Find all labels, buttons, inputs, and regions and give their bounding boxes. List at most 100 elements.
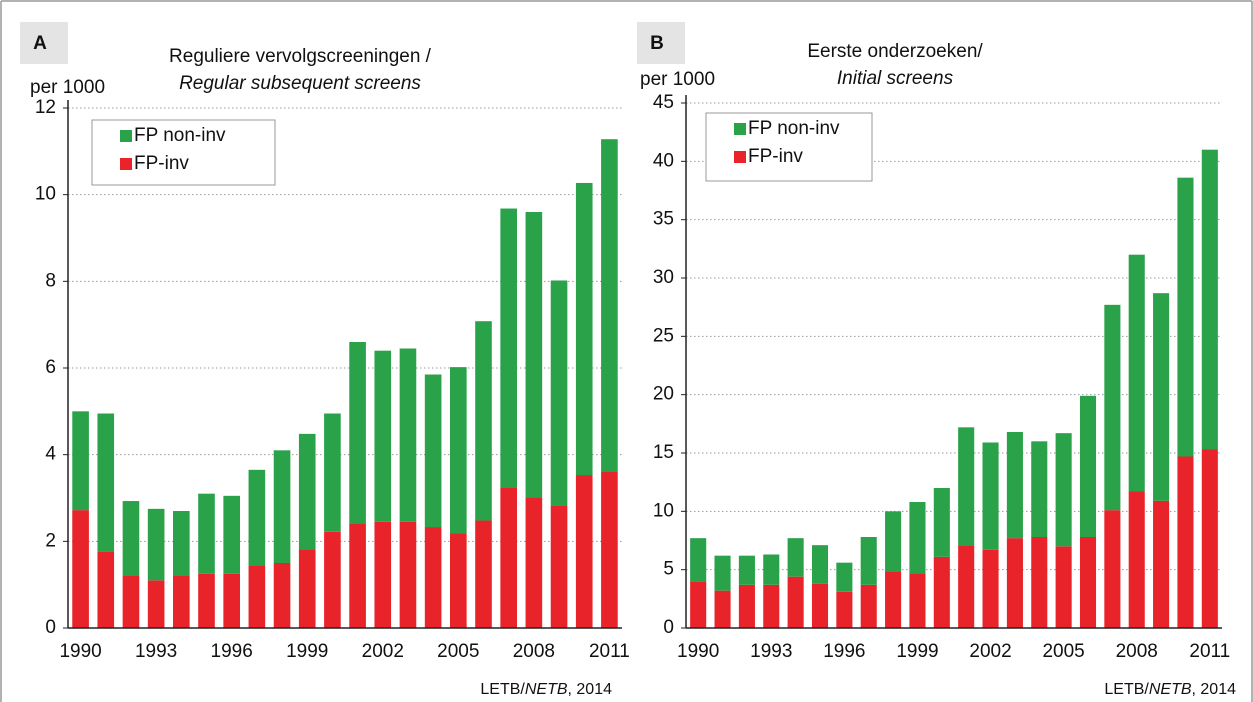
bar-segment [399, 348, 417, 522]
bar-segment [836, 562, 853, 592]
bar-segment [601, 472, 618, 628]
y-tick-label: 2 [45, 530, 56, 551]
source: LETB/NETB, 2014 [1104, 681, 1236, 698]
bar-segment [273, 450, 291, 563]
bar-segment [72, 510, 89, 628]
bar-segment [860, 537, 877, 585]
bar-segment [763, 554, 780, 585]
x-tick-label: 1999 [896, 641, 938, 662]
bar-segment [575, 475, 593, 628]
bar-segment [475, 321, 492, 521]
bar-segment [738, 584, 755, 628]
source-part: , 2014 [568, 681, 613, 698]
bar-segment [1006, 432, 1023, 539]
chart-title: Reguliere vervolgscreeningen / [169, 46, 432, 67]
bar-segment [885, 511, 902, 572]
bar-segment [399, 521, 417, 628]
bar-segment [173, 511, 190, 576]
bar-segment [690, 581, 707, 628]
bar-segment [1201, 149, 1218, 450]
legend-box [705, 112, 873, 182]
bar-segment [1055, 433, 1072, 547]
bar-segment [714, 590, 731, 628]
bar-segment [273, 563, 291, 628]
y-tick-label: 4 [45, 444, 56, 465]
bar-segment [349, 524, 366, 628]
bar-segment [1153, 500, 1170, 628]
bar-segment [1006, 538, 1023, 628]
y-tick-label: 45 [653, 92, 674, 113]
bar-segment [248, 469, 266, 566]
y-tick-label: 0 [45, 617, 56, 638]
bar-segment [122, 501, 140, 576]
bar-segment [787, 538, 804, 577]
source-part: NETB [525, 681, 568, 698]
legend-label: FP non-inv [748, 118, 840, 139]
panel-letter: B [650, 33, 664, 54]
bar-segment [1128, 491, 1145, 628]
bar-segment [374, 350, 392, 522]
bar-segment [933, 488, 950, 557]
bar-segment [958, 545, 975, 628]
bar-segment [763, 584, 780, 628]
x-tick-label: 2005 [1042, 641, 1084, 662]
legend-swatch [120, 130, 132, 142]
y-tick-label: 40 [653, 150, 674, 171]
bar-segment [982, 442, 999, 550]
y-tick-label: 12 [35, 97, 56, 118]
bar-segment [1079, 537, 1097, 628]
legend-swatch [734, 151, 746, 163]
bar-segment [374, 521, 392, 628]
y-axis-label: per 1000 [640, 69, 715, 90]
legend-label: FP-inv [134, 153, 189, 174]
chart-subtitle: Initial screens [837, 68, 954, 89]
y-axis-label: per 1000 [30, 77, 105, 98]
source-part: , 2014 [1192, 681, 1237, 698]
bar-segment [223, 573, 240, 628]
x-tick-label: 1990 [59, 641, 101, 662]
y-tick-label: 35 [653, 209, 674, 230]
bar-segment [147, 580, 165, 628]
bar-segment [450, 367, 467, 534]
legend-swatch [120, 158, 132, 170]
bar-segment [198, 573, 215, 628]
bar-segment [1031, 441, 1048, 537]
bar-segment [1104, 304, 1121, 511]
legend-swatch [734, 123, 746, 135]
x-tick-label: 2002 [362, 641, 404, 662]
bar-segment [424, 527, 442, 628]
x-tick-label: 1990 [677, 641, 719, 662]
bar-segment [1104, 510, 1121, 628]
bar-segment [198, 493, 215, 574]
x-tick-label: 2002 [969, 641, 1011, 662]
source-part: LETB/ [1104, 681, 1149, 698]
x-tick-label: 2008 [1116, 641, 1158, 662]
bar-segment [860, 584, 877, 628]
bar-segment [349, 342, 366, 524]
source-part: LETB/ [480, 681, 525, 698]
legend-label: FP-inv [748, 146, 803, 167]
bar-segment [475, 520, 492, 628]
x-tick-label: 1993 [750, 641, 792, 662]
bar-segment [811, 545, 829, 584]
x-tick-label: 2011 [589, 641, 630, 662]
bar-segment [1128, 254, 1145, 492]
x-tick-label: 1996 [211, 641, 253, 662]
chart-subtitle: Regular subsequent screens [179, 73, 421, 94]
bar-segment [714, 555, 731, 591]
bar-segment [500, 487, 517, 628]
x-tick-label: 2011 [1189, 641, 1230, 662]
x-tick-label: 2005 [437, 641, 479, 662]
source-part: NETB [1149, 681, 1192, 698]
bar-segment [909, 573, 926, 628]
bar-segment [223, 495, 240, 574]
x-tick-label: 2008 [513, 641, 555, 662]
bar-segment [450, 533, 467, 628]
bar-segment [97, 551, 115, 628]
panel-letter-box [637, 22, 685, 64]
bar-segment [72, 411, 89, 511]
legend-box [91, 119, 276, 186]
chart-title: Eerste onderzoeken/ [807, 41, 983, 62]
bar-segment [1079, 395, 1097, 537]
